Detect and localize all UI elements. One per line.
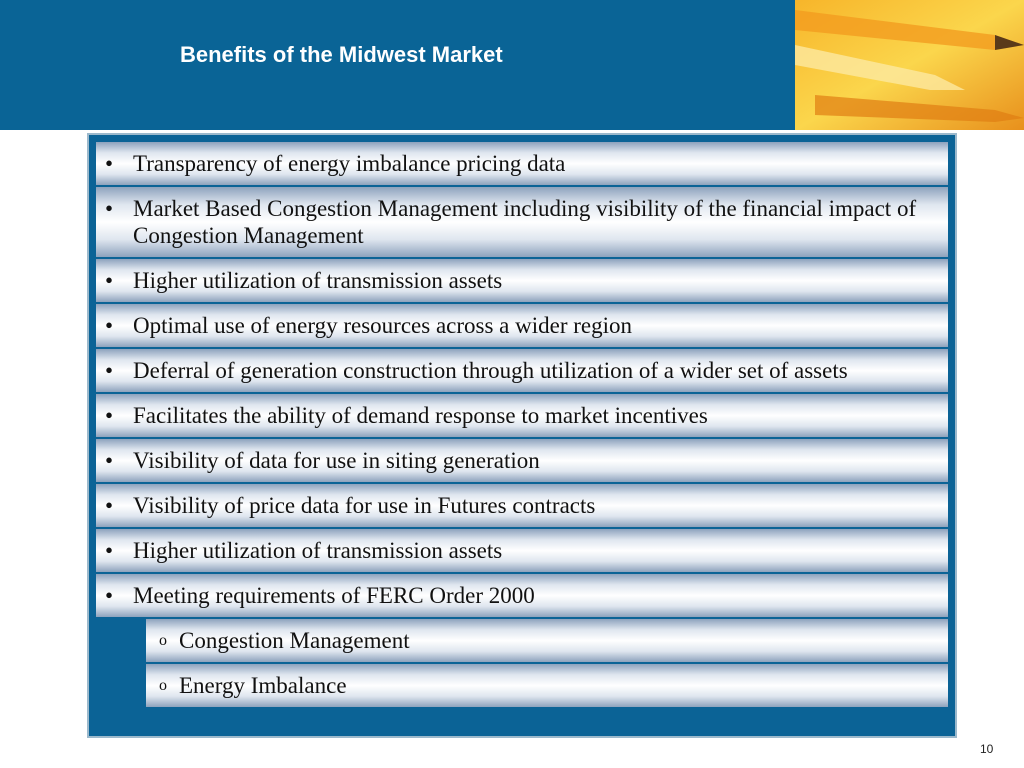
item-row: • Facilitates the ability of demand respo…	[96, 394, 948, 437]
page-number: 10	[980, 742, 994, 756]
bullet: •	[105, 196, 114, 221]
item-text: Market Based Congestion Management inclu…	[133, 196, 917, 248]
sub-item-row: o Congestion Management	[146, 619, 948, 662]
bullet: •	[105, 358, 114, 383]
item-text: Facilitates the ability of demand respon…	[133, 403, 708, 428]
bullet: •	[105, 538, 114, 563]
bullet: •	[105, 583, 114, 608]
sub-item-text: Energy Imbalance	[179, 673, 347, 698]
item-row: • Transparency of energy imbalance pricin…	[96, 142, 948, 185]
item-row: • Market Based Congestion Management incl…	[96, 187, 948, 257]
bullet: •	[105, 151, 114, 176]
item-text: Transparency of energy imbalance pricing…	[133, 151, 566, 176]
sub-item-text: Congestion Management	[179, 628, 410, 653]
sub-item-row: o Energy Imbalance	[146, 664, 948, 707]
item-text: Higher utilization of transmission asset…	[133, 538, 503, 563]
bullet: •	[105, 493, 114, 518]
bullet: •	[105, 448, 114, 473]
item-text: Visibility of data for use in siting gen…	[133, 448, 540, 473]
item-row: • Visibility of price data for use in Fut…	[96, 484, 948, 527]
item-row: • Deferral of generation construction thr…	[96, 349, 948, 392]
sub-bullet: o	[159, 632, 167, 649]
item-text: Meeting requirements of FERC Order 2000	[133, 583, 535, 608]
item-text: Visibility of price data for use in Futu…	[133, 493, 596, 518]
item-row: • Visibility of data for use in siting ge…	[96, 439, 948, 482]
bullet: •	[105, 268, 114, 293]
bullet: •	[105, 313, 114, 338]
slide-title: Benefits of the Midwest Market	[180, 42, 503, 67]
item-text: Deferral of generation construction thro…	[133, 358, 848, 383]
item-row: • Meeting requirements of FERC Order 2000	[96, 574, 948, 617]
sub-bullet: o	[159, 677, 167, 694]
item-row: • Optimal use of energy resources across …	[96, 304, 948, 347]
item-row: • Higher utilization of transmission asse…	[96, 529, 948, 572]
item-text: Optimal use of energy resources across a…	[133, 313, 633, 338]
bullet-list: • Transparency of energy imbalance pricin…	[96, 142, 948, 709]
bullet: •	[105, 403, 114, 428]
item-text: Higher utilization of transmission asset…	[133, 268, 503, 293]
header-image	[795, 0, 1024, 130]
item-row: • Higher utilization of transmission asse…	[96, 259, 948, 302]
